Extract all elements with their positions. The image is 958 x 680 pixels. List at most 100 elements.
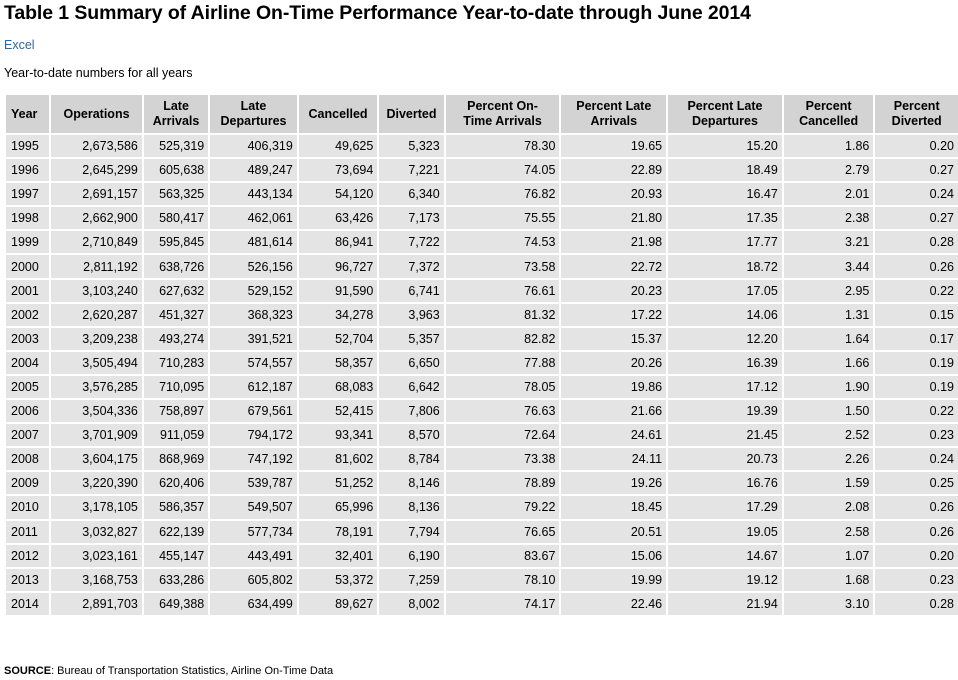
table-cell: 8,002 bbox=[379, 592, 444, 615]
column-header-label: Arrivals bbox=[152, 114, 200, 128]
year-cell: 2005 bbox=[6, 375, 50, 399]
table-cell: 73.58 bbox=[445, 255, 560, 278]
column-header-label: Diverted bbox=[891, 114, 942, 128]
table-row: 2011 3,032,827 622,139 577,734 78,191 7,794 76… bbox=[6, 520, 958, 543]
table-cell: 83.67 bbox=[445, 544, 560, 567]
table-cell: 526,156 bbox=[210, 255, 297, 278]
table-cell: 3,220,390 bbox=[51, 472, 142, 495]
table-cell: 3.44 bbox=[783, 255, 874, 278]
table-cell: 0.17 bbox=[875, 327, 958, 350]
table-cell: 22.89 bbox=[561, 159, 667, 182]
column-header-label: Percent bbox=[805, 99, 852, 113]
year-cell: 2004 bbox=[6, 351, 50, 374]
table-cell: 7,221 bbox=[379, 159, 444, 182]
table-cell: 1.68 bbox=[783, 568, 874, 591]
table-cell: 12.20 bbox=[668, 327, 782, 350]
excel-download-link[interactable]: Excel bbox=[4, 38, 35, 52]
table-cell: 17.22 bbox=[561, 303, 667, 326]
table-cell: 16.39 bbox=[668, 351, 782, 374]
year-cell: 2012 bbox=[6, 544, 50, 567]
table-cell: 22.46 bbox=[561, 592, 667, 615]
table-cell: 17.29 bbox=[668, 496, 782, 519]
table-cell: 19.12 bbox=[668, 568, 782, 591]
table-cell: 549,507 bbox=[210, 496, 297, 519]
table-cell: 1.86 bbox=[783, 135, 874, 158]
table-cell: 2,891,703 bbox=[51, 592, 142, 615]
table-row: 2001 3,103,240 627,632 529,152 91,590 6,741 76… bbox=[6, 279, 958, 302]
table-cell: 32,401 bbox=[298, 544, 378, 567]
column-header: Late Departures bbox=[210, 95, 297, 133]
table-cell: 76.63 bbox=[445, 400, 560, 423]
column-header-label: Percent Late bbox=[687, 99, 763, 113]
table-cell: 3,963 bbox=[379, 303, 444, 326]
year-cell: 1999 bbox=[6, 231, 50, 254]
table-cell: 8,136 bbox=[379, 496, 444, 519]
table-cell: 2,710,849 bbox=[51, 231, 142, 254]
table-cell: 1.31 bbox=[783, 303, 874, 326]
table-row: 2000 2,811,192 638,726 526,156 96,727 7,372 73… bbox=[6, 255, 958, 278]
table-cell: 868,969 bbox=[143, 448, 209, 471]
table-cell: 5,323 bbox=[379, 135, 444, 158]
table-cell: 455,147 bbox=[143, 544, 209, 567]
table-cell: 634,499 bbox=[210, 592, 297, 615]
table-cell: 24.61 bbox=[561, 424, 667, 447]
table-cell: 6,190 bbox=[379, 544, 444, 567]
table-cell: 14.67 bbox=[668, 544, 782, 567]
table-cell: 0.20 bbox=[875, 135, 958, 158]
table-cell: 73.38 bbox=[445, 448, 560, 471]
table-cell: 77.88 bbox=[445, 351, 560, 374]
table-cell: 481,614 bbox=[210, 231, 297, 254]
table-cell: 21.94 bbox=[668, 592, 782, 615]
table-cell: 0.22 bbox=[875, 400, 958, 423]
table-cell: 391,521 bbox=[210, 327, 297, 350]
year-cell: 2003 bbox=[6, 327, 50, 350]
table-cell: 0.28 bbox=[875, 592, 958, 615]
table-cell: 17.12 bbox=[668, 375, 782, 399]
table-cell: 622,139 bbox=[143, 520, 209, 543]
table-cell: 52,415 bbox=[298, 400, 378, 423]
table-cell: 1.07 bbox=[783, 544, 874, 567]
column-header-label: Cancelled bbox=[308, 106, 368, 121]
table-cell: 14.06 bbox=[668, 303, 782, 326]
table-cell: 93,341 bbox=[298, 424, 378, 447]
table-cell: 68,083 bbox=[298, 375, 378, 399]
table-cell: 638,726 bbox=[143, 255, 209, 278]
table-cell: 5,357 bbox=[379, 327, 444, 350]
table-cell: 3,701,909 bbox=[51, 424, 142, 447]
table-row: 2008 3,604,175 868,969 747,192 81,602 8,784 73… bbox=[6, 448, 958, 471]
table-cell: 0.19 bbox=[875, 351, 958, 374]
table-cell: 8,570 bbox=[379, 424, 444, 447]
table-cell: 7,173 bbox=[379, 207, 444, 230]
year-cell: 2006 bbox=[6, 400, 50, 423]
table-cell: 76.61 bbox=[445, 279, 560, 302]
table-cell: 19.26 bbox=[561, 472, 667, 495]
table-row: 2003 3,209,238 493,274 391,521 52,704 5,357 82… bbox=[6, 327, 958, 350]
table-cell: 2,691,157 bbox=[51, 183, 142, 206]
column-header-label: Year bbox=[11, 106, 38, 121]
table-cell: 21.98 bbox=[561, 231, 667, 254]
table-cell: 0.27 bbox=[875, 207, 958, 230]
column-header: Percent On- Time Arrivals bbox=[445, 95, 560, 133]
table-cell: 529,152 bbox=[210, 279, 297, 302]
table-cell: 620,406 bbox=[143, 472, 209, 495]
column-header-label: Late bbox=[240, 99, 267, 113]
table-cell: 612,187 bbox=[210, 375, 297, 399]
table-cell: 49,625 bbox=[298, 135, 378, 158]
table-cell: 72.64 bbox=[445, 424, 560, 447]
year-cell: 2001 bbox=[6, 279, 50, 302]
table-cell: 605,802 bbox=[210, 568, 297, 591]
table-cell: 443,134 bbox=[210, 183, 297, 206]
table-cell: 78.30 bbox=[445, 135, 560, 158]
column-header: Operations bbox=[51, 95, 142, 133]
table-cell: 3,168,753 bbox=[51, 568, 142, 591]
table-cell: 0.15 bbox=[875, 303, 958, 326]
table-cell: 0.23 bbox=[875, 568, 958, 591]
year-cell: 2009 bbox=[6, 472, 50, 495]
year-cell: 2013 bbox=[6, 568, 50, 591]
column-header-label: Percent bbox=[893, 99, 940, 113]
table-header-row: Year Operations Late Arrivals Late Departures… bbox=[6, 95, 958, 133]
table-cell: 3,023,161 bbox=[51, 544, 142, 567]
table-row: 2010 3,178,105 586,357 549,507 65,996 8,136 79… bbox=[6, 496, 958, 519]
table-row: 1995 2,673,586 525,319 406,319 49,625 5,323 78… bbox=[6, 135, 958, 158]
table-row: 2004 3,505,494 710,283 574,557 58,357 6,650 77… bbox=[6, 351, 958, 374]
